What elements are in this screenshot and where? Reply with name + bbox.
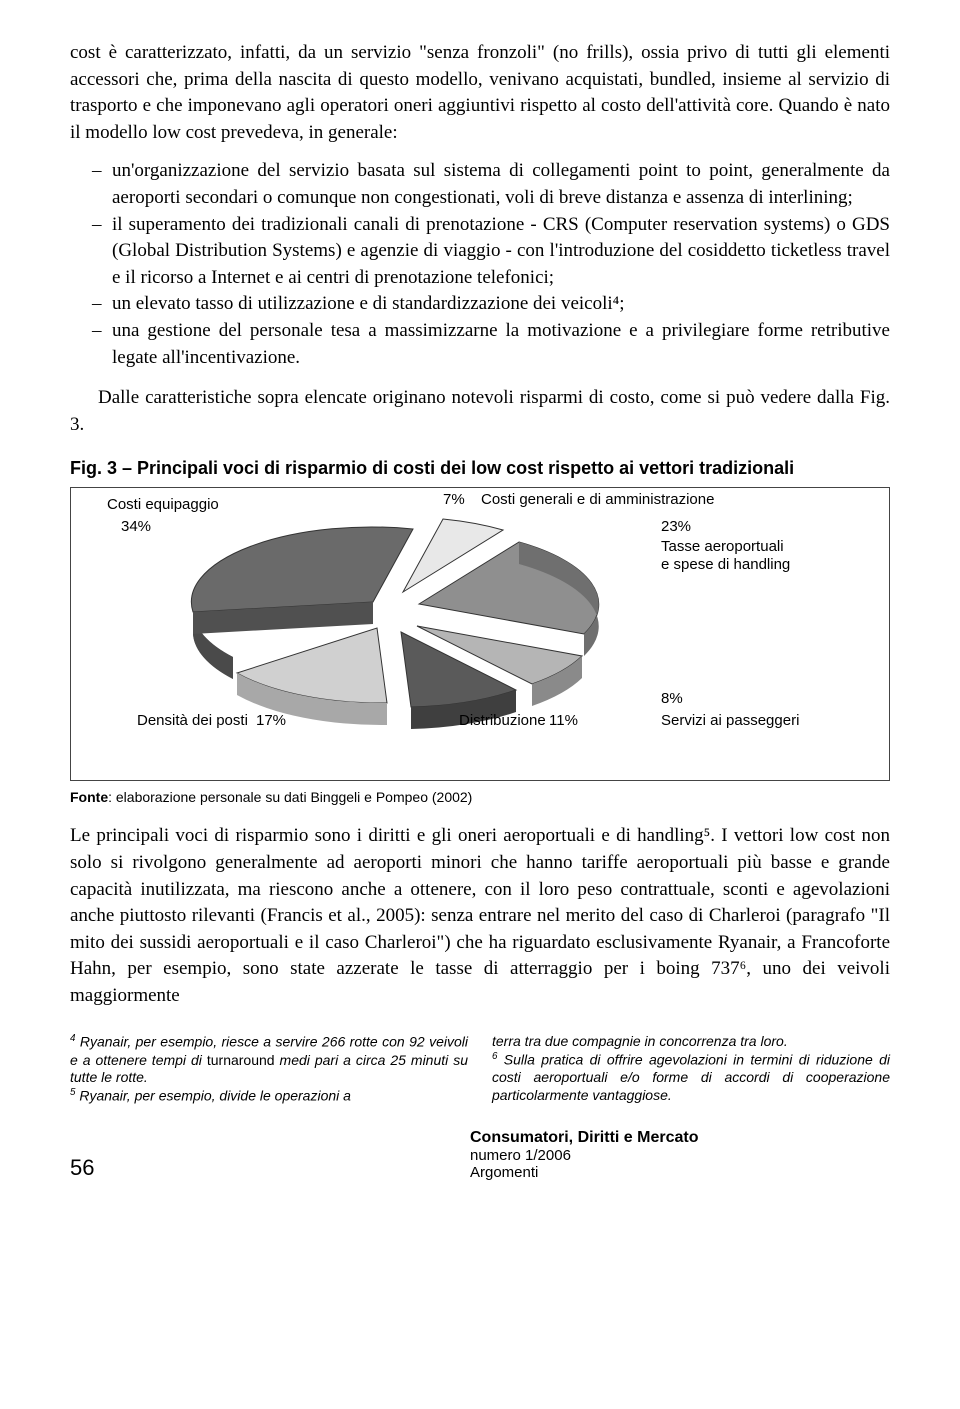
chart-pct-densita: 17% <box>256 712 286 729</box>
footnote-col-right: terra tra due compagnie in concorrenza t… <box>492 1033 890 1104</box>
chart-pct-servizi: 8% <box>661 690 683 707</box>
footnotes: 4 Ryanair, per esempio, riesce a servire… <box>70 1033 890 1104</box>
chart-label-densita: Densità dei posti <box>137 712 248 729</box>
list-item: il superamento dei tradizionali canali d… <box>70 212 890 292</box>
footnote-col-left: 4 Ryanair, per esempio, riesce a servire… <box>70 1033 468 1104</box>
paragraph-3: Le principali voci di risparmio sono i d… <box>70 823 890 1009</box>
paragraph-1: cost è caratterizzato, infatti, da un se… <box>70 40 890 146</box>
document-page: cost è caratterizzato, infatti, da un se… <box>0 0 960 1211</box>
journal-issue: numero 1/2006 <box>470 1147 890 1164</box>
chart-label-tasse-1: Tasse aeroportuali <box>661 538 784 555</box>
chart-pct-distrib: 11% <box>549 712 578 729</box>
chart-label-equipaggio: Costi equipaggio <box>107 496 219 513</box>
paragraph-2: Dalle caratteristiche sopra elencate ori… <box>70 385 890 438</box>
journal-section: Argomenti <box>470 1164 890 1181</box>
page-footer: 56 Consumatori, Diritti e Mercato numero… <box>70 1129 890 1181</box>
journal-info: Consumatori, Diritti e Mercato numero 1/… <box>120 1129 890 1181</box>
list-item: una gestione del personale tesa a massim… <box>70 318 890 371</box>
chart-pct-generali: 7% <box>443 491 465 508</box>
page-number: 56 <box>70 1155 120 1181</box>
chart-label-tasse-2: e spese di handling <box>661 556 790 573</box>
chart-pct-tasse: 23% <box>661 518 691 535</box>
figure-caption: Fig. 3 – Principali voci di risparmio di… <box>70 458 890 479</box>
chart-label-generali: Costi generali e di amministrazione <box>481 491 714 508</box>
figure-source: Fonte: elaborazione personale su dati Bi… <box>70 789 890 805</box>
chart-pct-equipaggio: 34% <box>121 518 151 535</box>
list-item: un'organizzazione del servizio basata su… <box>70 158 890 211</box>
chart-label-servizi: Servizi ai passeggeri <box>661 712 799 729</box>
list-item: un elevato tasso di utilizzazione e di s… <box>70 291 890 318</box>
feature-list: un'organizzazione del servizio basata su… <box>70 158 890 371</box>
journal-title: Consumatori, Diritti e Mercato <box>470 1129 890 1147</box>
pie-chart: Costi equipaggio 34% 7% Costi generali e… <box>70 487 890 781</box>
chart-label-distrib: Distribuzione <box>459 712 546 729</box>
